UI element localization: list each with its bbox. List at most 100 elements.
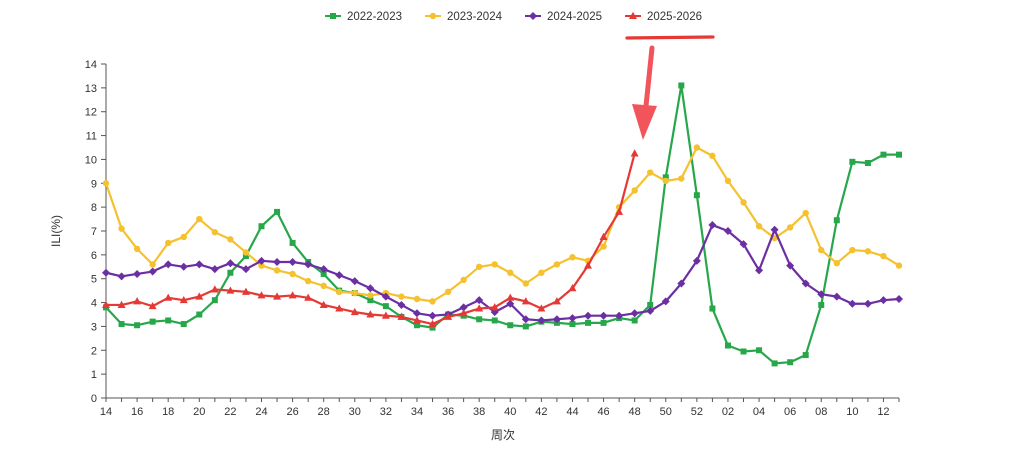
- point-2023-2024-14: [102, 180, 110, 187]
- point-2024-2025-43: [552, 315, 561, 324]
- point-2023-2024-34: [413, 295, 421, 303]
- y-tick-label: 7: [91, 226, 97, 238]
- point-2024-2025-15: [117, 272, 126, 281]
- point-2024-2025-38: [475, 296, 484, 305]
- point-2023-2024-04: [755, 223, 763, 230]
- point-2023-2024-36: [444, 288, 452, 296]
- point-2025-2026-43: [552, 297, 561, 305]
- x-tick-label: 42: [535, 406, 547, 418]
- point-2025-2026-15: [117, 300, 126, 308]
- point-2022-2023-16: [134, 322, 141, 329]
- point-2024-2025-41: [521, 315, 530, 324]
- point-2022-2023-46: [600, 319, 607, 326]
- point-2023-2024-13: [895, 262, 903, 269]
- point-2022-2023-32: [382, 303, 389, 310]
- legend-label: 2025-2026: [647, 11, 702, 23]
- point-2025-2026-29: [335, 304, 344, 312]
- point-2024-2025-32: [381, 292, 390, 301]
- point-2022-2023-51: [678, 82, 685, 89]
- series-layer: [102, 82, 903, 367]
- point-2024-2025-28: [319, 265, 328, 274]
- x-tick-label: 22: [224, 406, 236, 418]
- x-tick-label: 12: [877, 406, 889, 418]
- point-2022-2023-22: [227, 269, 234, 276]
- point-2023-2024-03: [740, 199, 747, 206]
- legend-item-2024-2025: 2024-2025: [525, 11, 602, 23]
- legend-label: 2022-2023: [347, 11, 402, 23]
- point-2025-2026-44: [568, 284, 577, 292]
- legend-highlight-underline: [625, 35, 715, 40]
- series-2024-2025: [102, 221, 903, 325]
- x-tick-label: 08: [815, 406, 827, 418]
- point-2023-2024-39: [491, 261, 498, 268]
- point-2022-2023-09: [833, 217, 840, 224]
- point-2023-2024-24: [258, 262, 265, 269]
- point-2024-2025-48: [630, 309, 639, 318]
- point-2023-2024-30: [351, 289, 358, 297]
- point-2024-2025-24: [257, 256, 266, 265]
- point-2025-2026-42: [537, 304, 546, 312]
- point-2023-2024-33: [398, 293, 405, 300]
- point-2022-2023-20: [196, 311, 203, 318]
- point-2023-2024-49: [647, 169, 654, 176]
- point-2023-2024-40: [507, 269, 514, 276]
- point-2024-2025-23: [241, 265, 250, 274]
- point-2022-2023-50: [662, 174, 669, 181]
- x-tick-label: 06: [784, 406, 796, 418]
- point-2022-2023-10: [849, 158, 856, 165]
- point-2024-2025-40: [506, 299, 515, 308]
- x-tick-label: 30: [349, 406, 361, 418]
- point-2024-2025-35: [428, 311, 437, 320]
- point-2023-2024-35: [429, 298, 436, 305]
- point-2025-2026-20: [195, 292, 204, 300]
- point-2025-2026-18: [164, 293, 173, 301]
- point-2022-2023-44: [569, 321, 576, 328]
- point-2023-2024-21: [211, 228, 219, 236]
- point-2022-2023-34: [413, 322, 420, 329]
- point-2025-2026-41: [521, 297, 530, 305]
- point-2025-2026-34: [412, 316, 421, 324]
- point-2025-2026-48: [630, 149, 639, 157]
- point-2024-2025-50: [661, 297, 670, 306]
- point-2023-2024-02: [724, 177, 732, 185]
- x-tick-label: 18: [162, 406, 174, 418]
- legend-marker: [429, 12, 437, 20]
- x-tick-label: 34: [411, 406, 423, 418]
- point-2025-2026-25: [273, 292, 282, 300]
- y-tick-label: 5: [91, 274, 97, 286]
- point-2025-2026-19: [179, 295, 188, 304]
- point-2025-2026-37: [459, 309, 468, 317]
- point-2025-2026-23: [241, 287, 250, 295]
- point-2024-2025-12: [879, 296, 888, 305]
- series-2022-2023: [103, 82, 902, 367]
- point-2025-2026-31: [366, 310, 375, 318]
- point-2025-2026-14: [102, 300, 110, 308]
- point-2023-2024-37: [460, 276, 467, 284]
- point-2023-2024-52: [693, 144, 701, 151]
- series-2023-2024: [102, 144, 903, 305]
- point-2023-2024-29: [336, 288, 343, 296]
- point-2023-2024-27: [304, 277, 312, 285]
- point-2025-2026-22: [226, 286, 235, 294]
- x-tick-label: 44: [566, 406, 578, 418]
- x-tick-label: 48: [629, 406, 641, 418]
- point-2024-2025-05: [770, 225, 779, 234]
- y-tick-label: 11: [86, 131, 97, 143]
- point-2024-2025-19: [179, 262, 188, 271]
- point-2022-2023-52: [693, 192, 700, 199]
- point-2023-2024-12: [880, 252, 887, 260]
- y-tick-label: 4: [91, 298, 97, 310]
- point-2023-2024-11: [864, 248, 872, 255]
- point-2024-2025-37: [459, 303, 468, 312]
- x-tick-label: 46: [597, 406, 609, 418]
- point-2023-2024-07: [802, 209, 809, 217]
- point-2022-2023-38: [476, 316, 483, 323]
- series-2025-2026: [102, 149, 639, 328]
- point-2022-2023-45: [585, 319, 592, 326]
- point-2023-2024-15: [118, 225, 125, 232]
- point-2025-2026-45: [584, 261, 593, 269]
- series-line-2023-2024: [104, 146, 900, 303]
